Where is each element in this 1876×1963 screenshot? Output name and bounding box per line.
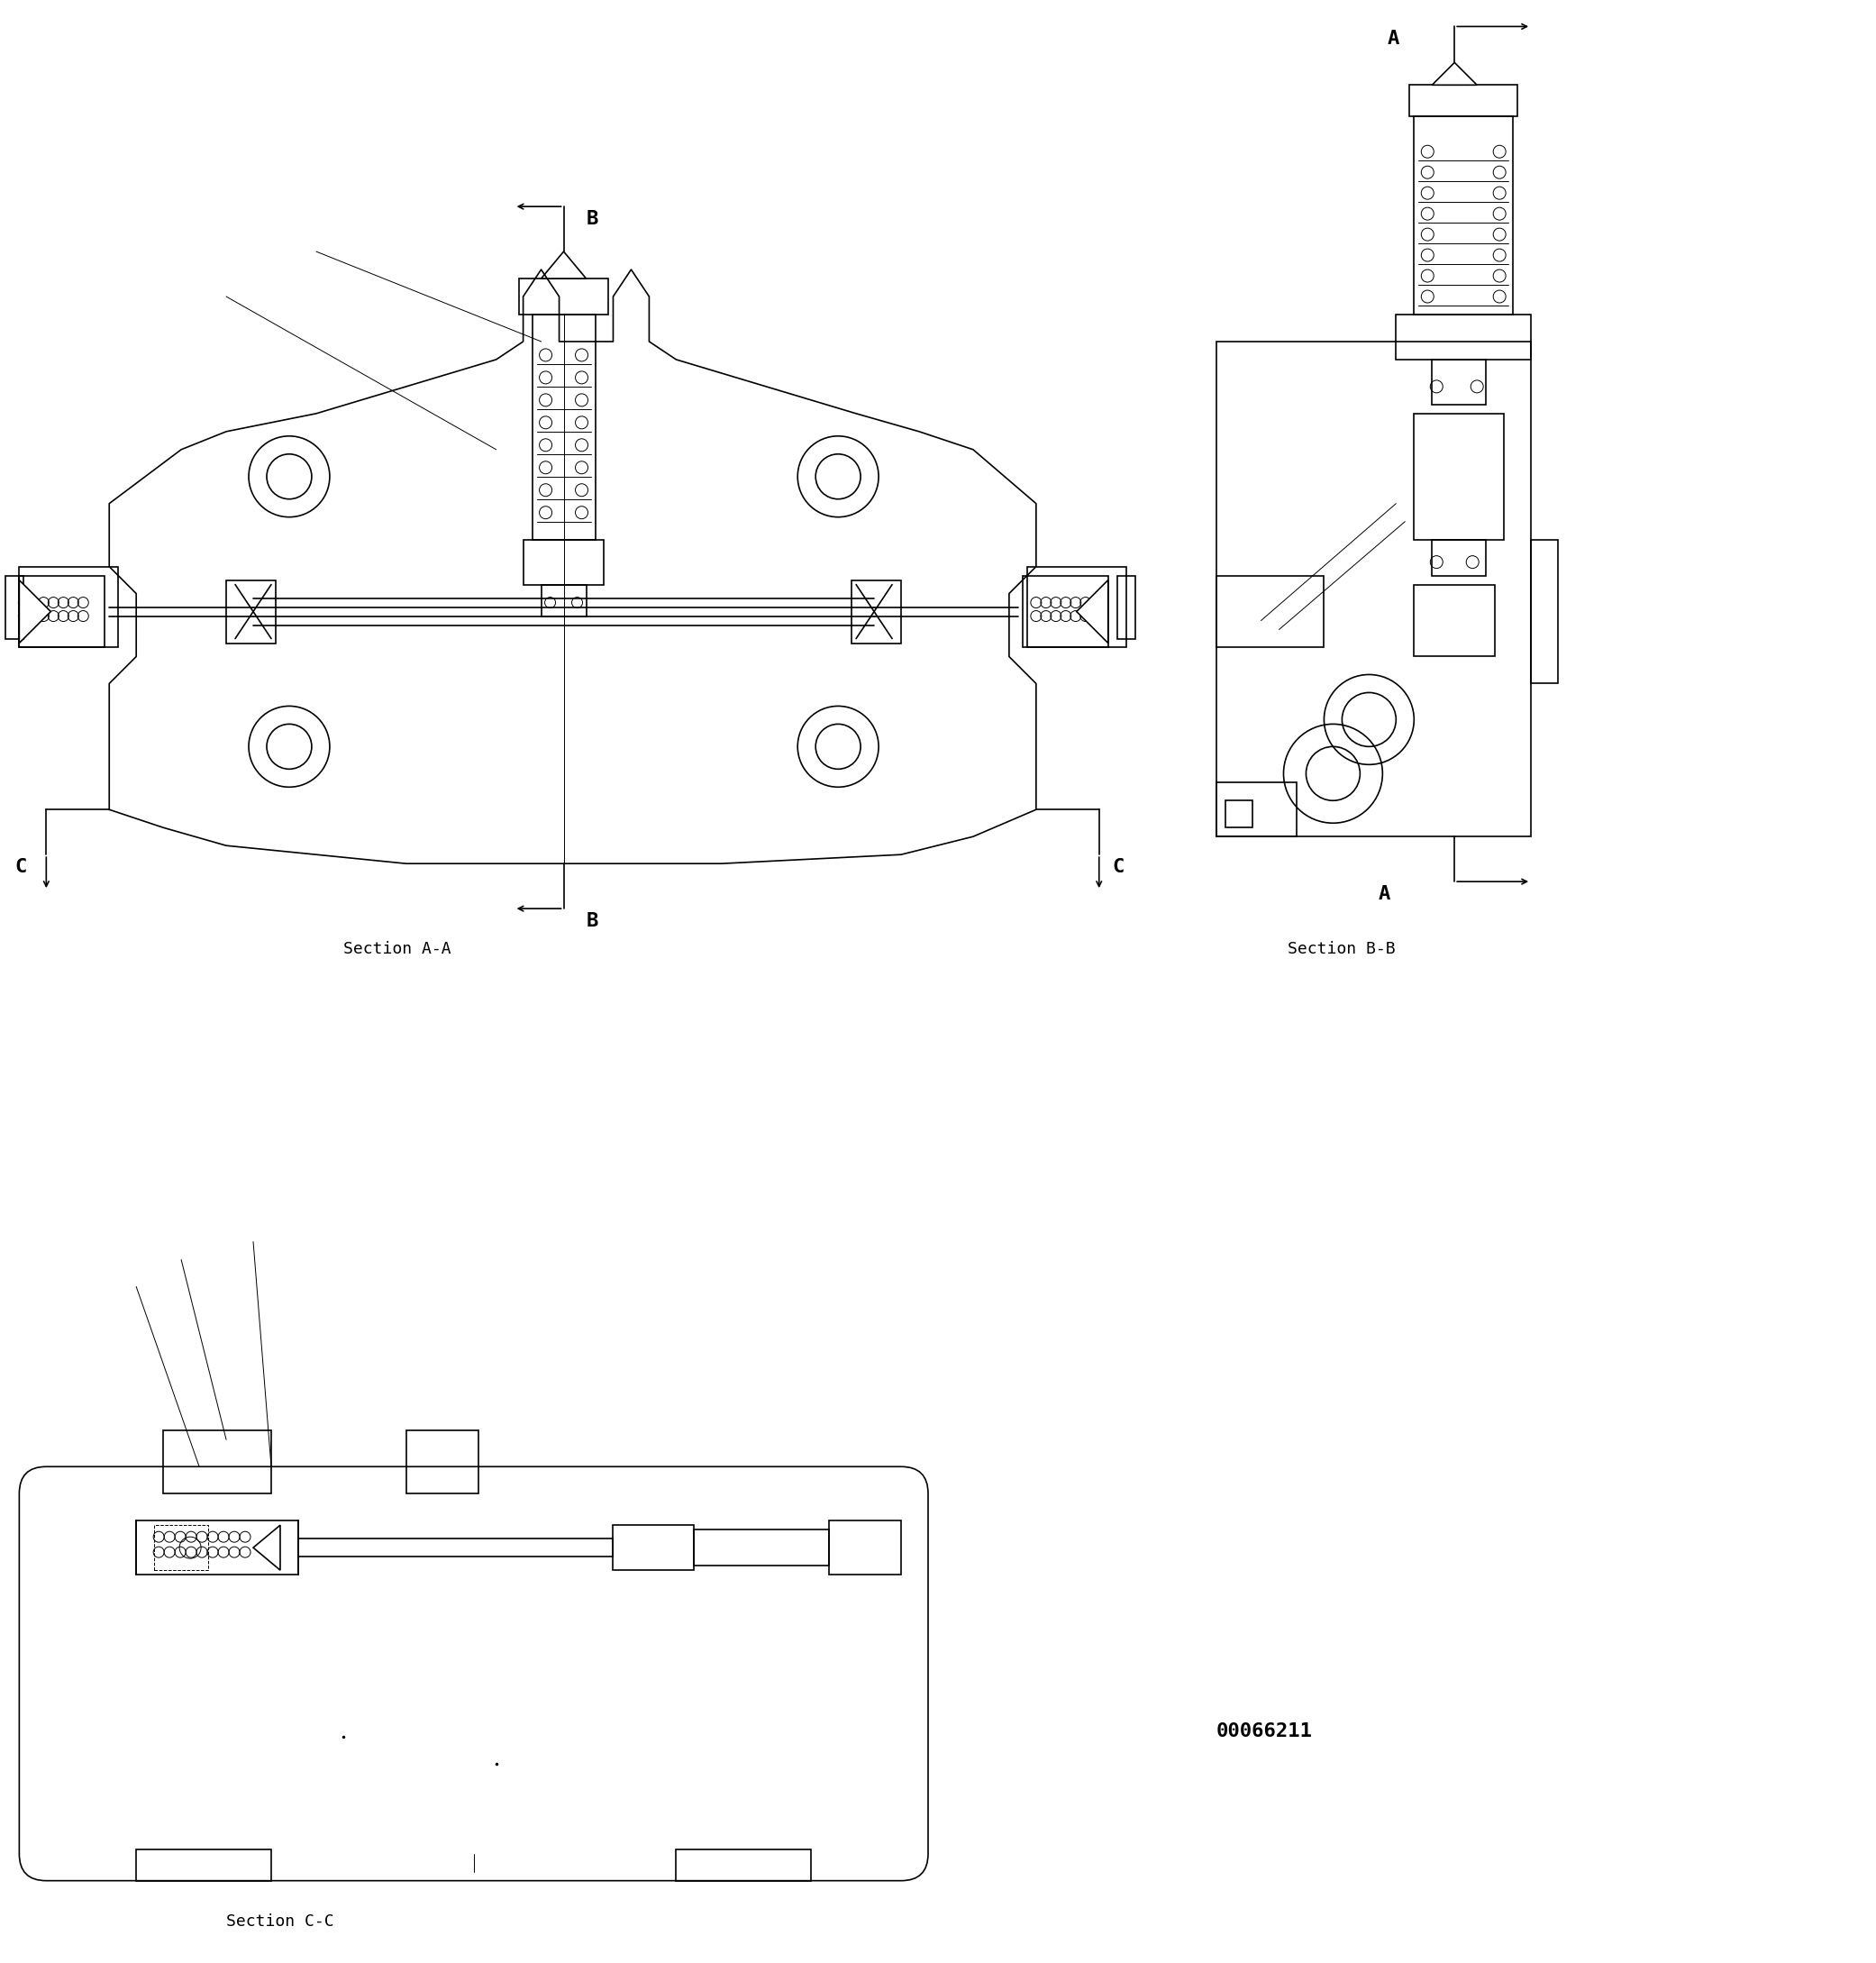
Bar — [852, 579, 900, 644]
Text: A: A — [1379, 885, 1390, 903]
Bar — [137, 1521, 298, 1574]
Bar — [1431, 540, 1486, 575]
Polygon shape — [19, 579, 51, 644]
Polygon shape — [1431, 63, 1476, 84]
Text: Section C-C: Section C-C — [227, 1914, 334, 1930]
FancyBboxPatch shape — [19, 1466, 929, 1881]
Bar — [298, 1539, 613, 1557]
Bar — [19, 567, 118, 648]
Bar — [694, 1529, 829, 1566]
Polygon shape — [109, 269, 1036, 864]
Bar — [533, 314, 595, 540]
Text: C: C — [15, 858, 26, 875]
Bar — [154, 1525, 208, 1570]
Bar — [1531, 540, 1557, 683]
Bar — [407, 1431, 478, 1494]
Text: A: A — [1386, 29, 1399, 49]
Text: C: C — [1112, 858, 1124, 875]
Bar — [137, 1849, 272, 1881]
Polygon shape — [253, 1525, 280, 1570]
Text: B: B — [585, 210, 598, 228]
Bar — [1415, 116, 1514, 314]
Bar — [613, 1525, 694, 1570]
Bar — [1216, 575, 1324, 648]
Bar — [675, 1849, 810, 1881]
Bar — [1116, 575, 1135, 638]
Text: B: B — [585, 913, 598, 930]
Bar — [1216, 342, 1531, 836]
Bar — [540, 585, 585, 616]
Bar — [1409, 84, 1518, 116]
Text: 00066211: 00066211 — [1216, 1722, 1313, 1741]
Bar — [1415, 414, 1505, 540]
Bar — [1216, 783, 1296, 836]
Text: Section A-A: Section A-A — [343, 940, 450, 958]
Polygon shape — [540, 251, 585, 279]
Polygon shape — [1077, 579, 1109, 644]
Bar — [163, 1431, 272, 1494]
Bar — [6, 575, 24, 638]
Bar — [1022, 575, 1109, 648]
Bar — [1431, 359, 1486, 404]
Bar — [829, 1521, 900, 1574]
Text: Section B-B: Section B-B — [1289, 940, 1396, 958]
Bar — [523, 540, 604, 585]
Bar — [518, 279, 608, 314]
Bar — [1396, 314, 1531, 359]
Bar — [1225, 801, 1251, 828]
Bar — [1415, 585, 1495, 656]
Bar — [227, 579, 276, 644]
Bar — [19, 575, 105, 648]
Bar — [1026, 567, 1126, 648]
